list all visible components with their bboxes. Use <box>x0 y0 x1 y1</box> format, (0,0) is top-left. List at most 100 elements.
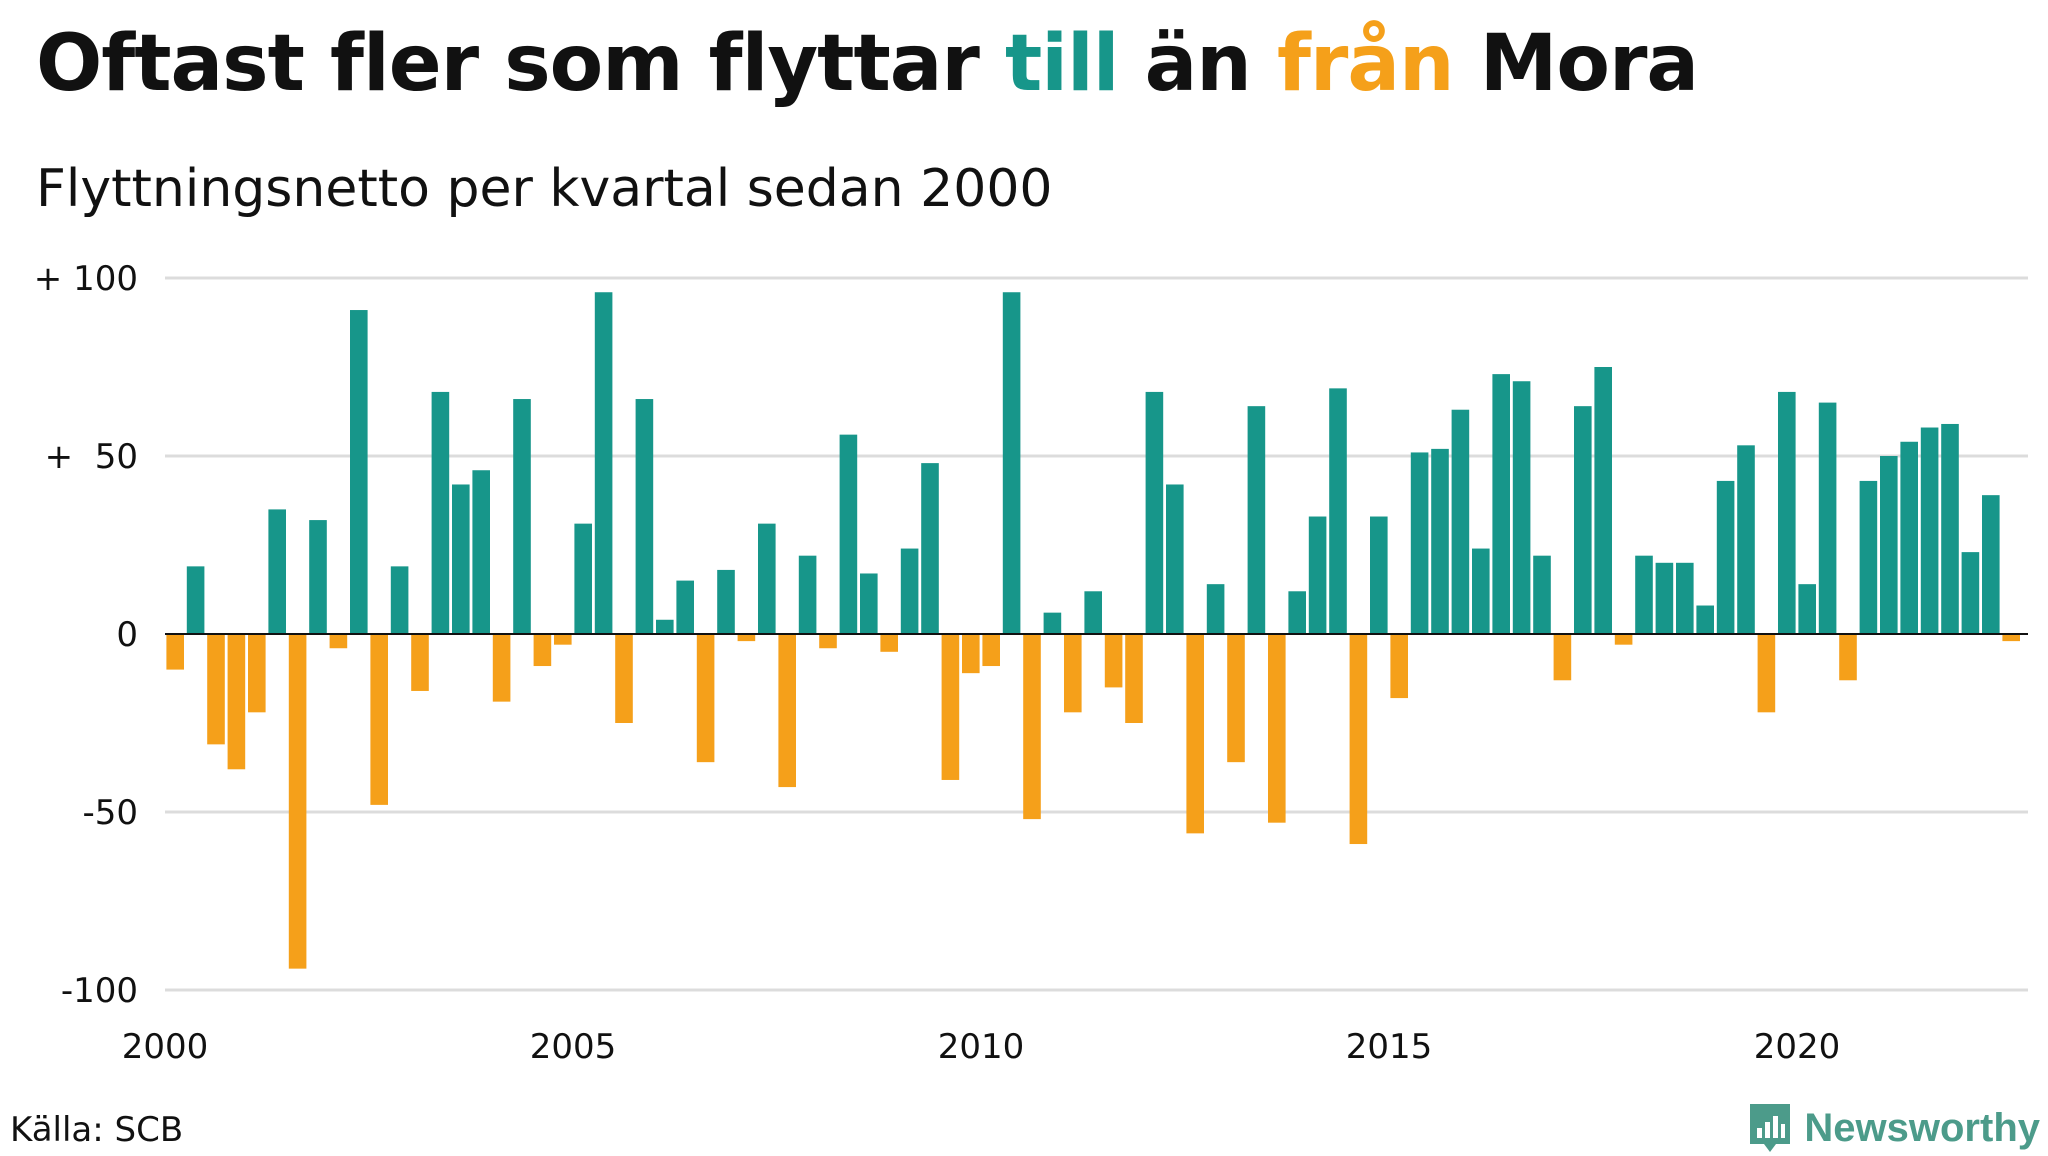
bar-negative <box>1553 634 1572 681</box>
title-part-5: Mora <box>1453 19 1699 109</box>
bar-negative <box>533 634 552 667</box>
bar-negative <box>492 634 511 702</box>
chart-subtitle: Flyttningsnetto per kvartal sedan 2000 <box>36 159 1053 219</box>
bar-positive <box>1716 480 1735 634</box>
bar-positive <box>1818 402 1837 634</box>
title-word-fran: från <box>1277 19 1455 109</box>
bar-negative <box>615 634 633 723</box>
bar-positive <box>860 573 878 634</box>
y-axis-ticks: + 100 + 50 0 -50 -100 <box>34 259 138 1011</box>
bar-negative <box>1227 634 1245 763</box>
bar-positive <box>513 399 531 634</box>
y-tick-label: 0 <box>116 615 138 655</box>
bar-positive <box>758 523 776 634</box>
bar-positive <box>1410 452 1429 634</box>
y-tick-label: + 100 <box>34 259 138 299</box>
bar-negative <box>1614 634 1633 645</box>
bar-negative <box>696 634 715 763</box>
bar-positive <box>1206 584 1225 634</box>
bar-negative <box>1757 634 1776 713</box>
bar-negative <box>962 634 980 674</box>
bar-positive <box>1676 562 1694 634</box>
bar-positive <box>1900 441 1918 634</box>
bar-positive <box>1982 495 2000 634</box>
bar-positive <box>350 310 368 634</box>
x-tick-label: 2000 <box>122 1027 209 1067</box>
title-part-3: än <box>1118 19 1277 109</box>
bar-positive <box>921 463 939 634</box>
bar-negative <box>2002 634 2020 642</box>
bar-negative <box>329 634 348 649</box>
bar-negative <box>941 634 960 780</box>
bar-positive <box>900 548 919 634</box>
bar-positive <box>1288 591 1306 634</box>
bar-positive <box>1737 445 1755 634</box>
bar-positive <box>452 484 470 634</box>
bar-positive <box>1043 612 1062 634</box>
bar-positive <box>635 399 654 634</box>
bar-positive <box>431 391 450 634</box>
bar-positive <box>1247 406 1266 634</box>
bar-positive <box>1329 388 1347 634</box>
x-tick-label: 2005 <box>530 1027 617 1067</box>
bar-positive <box>1472 548 1490 634</box>
bar-negative <box>1268 634 1286 823</box>
bar-positive <box>676 580 694 634</box>
bar-positive <box>1166 484 1184 634</box>
bar-negative <box>982 634 1000 667</box>
source-note: Källa: SCB <box>10 1110 184 1150</box>
bar-negative <box>370 634 388 805</box>
bar-positive <box>1961 552 1980 634</box>
gridlines <box>165 276 2028 992</box>
bars <box>166 292 2020 969</box>
y-tick-label: -100 <box>61 971 138 1011</box>
bar-positive <box>309 520 327 634</box>
bar-negative <box>1023 634 1041 820</box>
bar-positive <box>186 566 205 634</box>
bar-positive <box>1533 555 1551 634</box>
bar-positive <box>1002 292 1021 634</box>
bar-negative <box>737 634 756 642</box>
bar-negative <box>248 634 266 713</box>
bar-positive <box>1941 423 1959 634</box>
bar-positive <box>594 292 613 634</box>
bar-negative <box>1064 634 1082 713</box>
bar-negative <box>778 634 796 788</box>
newsworthy-logo-icon <box>1750 1104 1791 1152</box>
bar-positive <box>656 619 674 634</box>
bar-positive <box>1920 427 1939 634</box>
bar-negative <box>880 634 898 652</box>
newsworthy-logo: Newsworthy <box>1746 1100 2040 1156</box>
bar-positive <box>1778 391 1796 634</box>
bar-positive <box>1492 374 1510 634</box>
bar-positive <box>1696 605 1714 634</box>
bar-negative <box>1349 634 1368 845</box>
x-tick-label: 2010 <box>938 1027 1025 1067</box>
bar-positive <box>839 434 858 634</box>
bar-positive <box>1655 562 1674 634</box>
bar-positive <box>574 523 592 634</box>
bar-positive <box>1512 381 1531 634</box>
bar-positive <box>1594 367 1612 634</box>
bar-positive <box>1859 480 1878 634</box>
y-tick-label: + 50 <box>45 437 138 477</box>
x-axis-ticks: 2000 2005 2010 2015 2020 <box>122 1027 1841 1067</box>
bar-negative <box>288 634 307 969</box>
bar-negative <box>1839 634 1857 681</box>
bar-positive <box>1145 391 1164 634</box>
bar-negative <box>411 634 429 691</box>
bar-positive <box>1431 448 1449 634</box>
y-tick-label: -50 <box>82 793 138 833</box>
bar-positive <box>268 509 286 634</box>
bar-negative <box>1390 634 1408 699</box>
title-word-till: till <box>1005 19 1119 109</box>
bar-positive <box>717 569 735 634</box>
bar-negative <box>1104 634 1123 688</box>
bar-positive <box>472 470 490 634</box>
bar-positive <box>390 566 409 634</box>
bar-negative <box>1125 634 1143 723</box>
chart-title: Oftast fler som flyttar till än från Mor… <box>36 18 2016 112</box>
bar-chart: + 100 + 50 0 -50 -100 2000 2005 2010 2015 2020 <box>34 259 2028 1067</box>
x-tick-label: 2015 <box>1346 1027 1433 1067</box>
bar-positive <box>1574 406 1592 634</box>
